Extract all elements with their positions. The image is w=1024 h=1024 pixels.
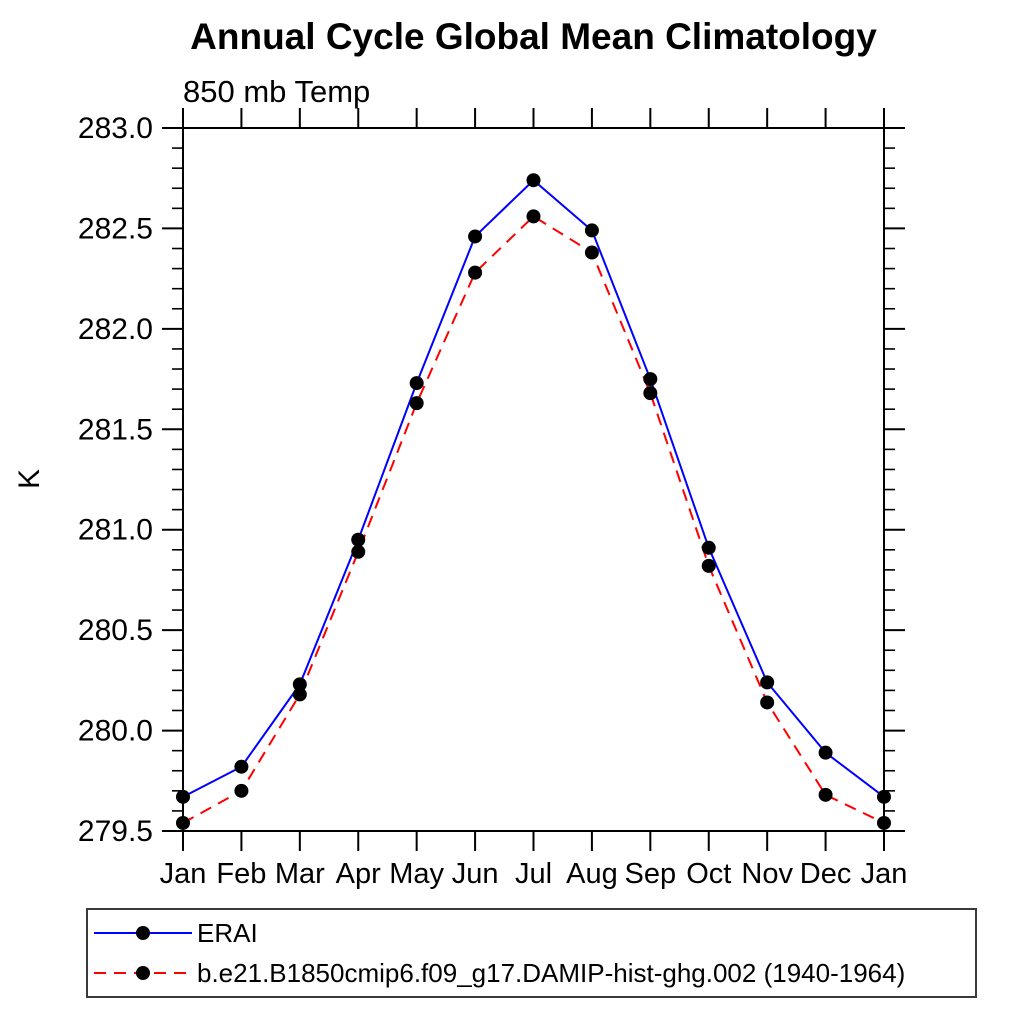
plot-border: [182, 127, 885, 832]
chart-subtitle: 850 mb Temp: [183, 74, 371, 109]
data-point-s1: [351, 544, 366, 559]
data-point-s1: [234, 783, 249, 798]
y-tick-label: 281.0: [78, 514, 153, 547]
y-tick-label: 280.0: [78, 715, 153, 748]
x-tick-label: Jan: [160, 858, 207, 890]
data-point-s1: [877, 815, 891, 830]
data-point-s1: [643, 386, 658, 401]
data-point-s0: [234, 759, 249, 774]
legend-marker-dot: [136, 966, 150, 980]
data-point-s1: [292, 687, 307, 702]
x-tick-label: Aug: [566, 858, 618, 890]
x-tick-label: Apr: [336, 858, 381, 890]
data-point-s0: [468, 229, 483, 244]
legend-item-model: b.e21.B1850cmip6.f09_g17.DAMIP-hist-ghg.…: [92, 956, 975, 990]
x-tick-label: Dec: [800, 858, 852, 890]
data-point-s0: [292, 677, 307, 692]
legend-swatch-solid-blue: [94, 926, 192, 940]
data-point-s0: [584, 223, 599, 238]
data-point-s0: [351, 532, 366, 547]
y-tick-label: 282.5: [78, 212, 153, 245]
legend-label-model: b.e21.B1850cmip6.f09_g17.DAMIP-hist-ghg.…: [197, 957, 906, 988]
data-point-s0: [760, 675, 775, 690]
data-point-s0: [818, 745, 833, 760]
x-tick-label: Feb: [216, 858, 266, 890]
y-tick-label: 279.5: [78, 815, 153, 848]
x-tick-label: Nov: [741, 858, 793, 890]
data-point-s0: [701, 540, 716, 555]
x-tick-label: Jul: [515, 858, 552, 890]
x-tick-label: Sep: [625, 858, 677, 890]
legend-marker-dot: [136, 926, 150, 940]
data-point-s1: [526, 209, 541, 224]
x-tick-label: Oct: [686, 858, 731, 890]
legend-swatch-dashed-red: [94, 966, 192, 980]
data-point-s1: [584, 245, 599, 260]
data-point-s1: [760, 695, 775, 710]
data-point-s1: [818, 787, 833, 802]
data-point-s1: [176, 815, 190, 830]
data-point-s1: [701, 558, 716, 573]
y-tick-label: 283.0: [78, 112, 153, 145]
x-tick-label: May: [389, 858, 444, 890]
data-point-s1: [409, 396, 424, 411]
data-point-s0: [877, 789, 891, 804]
chart-title: Annual Cycle Global Mean Climatology: [190, 16, 877, 57]
legend: ERAI b.e21.B1850cmip6.f09_g17.DAMIP-hist…: [86, 908, 977, 998]
data-point-s1: [468, 265, 483, 280]
data-point-s0: [526, 173, 541, 188]
data-point-s0: [643, 372, 658, 387]
data-point-s0: [409, 376, 424, 391]
x-tick-label: Jun: [452, 858, 499, 890]
x-tick-label: Mar: [275, 858, 325, 890]
y-tick-label: 280.5: [78, 614, 153, 647]
data-point-s0: [176, 789, 190, 804]
series-line-1: [182, 215, 885, 824]
y-tick-label: 281.5: [78, 413, 153, 446]
legend-item-erai: ERAI: [92, 916, 975, 950]
x-tick-label: Jan: [861, 858, 908, 890]
y-tick-label: 282.0: [78, 313, 153, 346]
series-line-0: [182, 178, 885, 798]
legend-label-erai: ERAI: [197, 917, 258, 948]
